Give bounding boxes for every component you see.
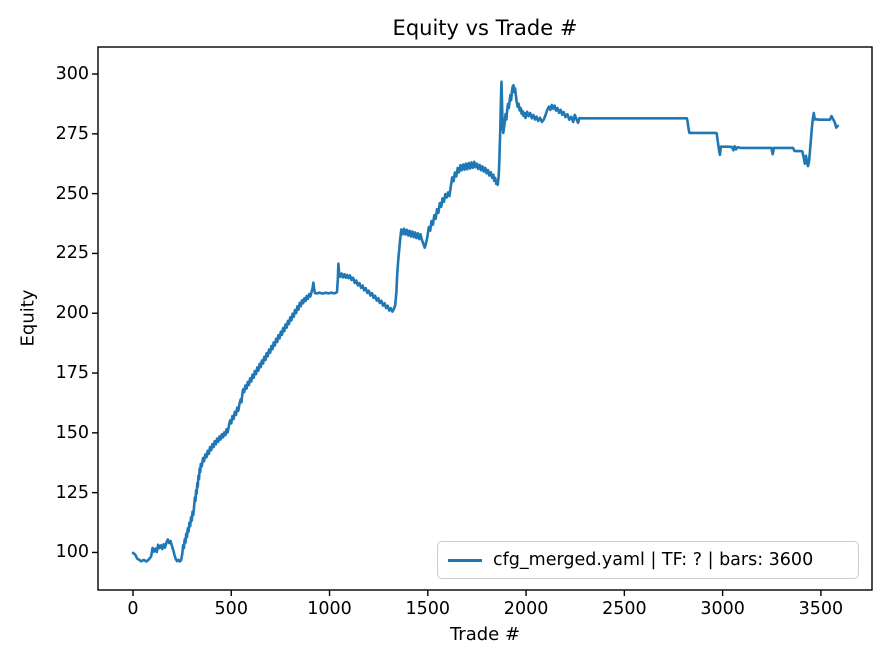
x-tick-label: 3000 bbox=[700, 599, 745, 619]
axes-spines bbox=[97, 46, 873, 591]
y-tick-label: 275 bbox=[55, 123, 89, 144]
x-tick-label: 2500 bbox=[602, 599, 647, 619]
x-tick-label: 500 bbox=[214, 599, 248, 619]
x-tick-label: 3500 bbox=[798, 599, 844, 619]
x-tick-label: 2000 bbox=[503, 599, 549, 619]
x-tick-label: 0 bbox=[127, 599, 139, 619]
x-tick-label: 1500 bbox=[405, 599, 451, 619]
y-tick-label: 225 bbox=[55, 243, 89, 264]
y-tick-label: 125 bbox=[55, 482, 89, 503]
y-tick-label: 150 bbox=[55, 422, 89, 443]
y-tick-label: 300 bbox=[55, 64, 89, 85]
y-tick-label: 250 bbox=[55, 183, 89, 204]
equity-line-series bbox=[131, 80, 840, 563]
x-tick-label: 1000 bbox=[307, 599, 352, 619]
y-tick-label: 175 bbox=[55, 363, 89, 384]
chart-title: Equity vs Trade # bbox=[392, 16, 578, 40]
y-tick-label: 200 bbox=[55, 303, 89, 324]
y-tick-label: 100 bbox=[55, 542, 89, 563]
legend-label: cfg_merged.yaml | TF: ? | bars: 3600 bbox=[493, 550, 814, 570]
x-axis-label: Trade # bbox=[449, 624, 521, 645]
legend-line-swatch bbox=[448, 558, 482, 562]
legend: cfg_merged.yaml | TF: ? | bars: 3600 bbox=[437, 541, 859, 579]
